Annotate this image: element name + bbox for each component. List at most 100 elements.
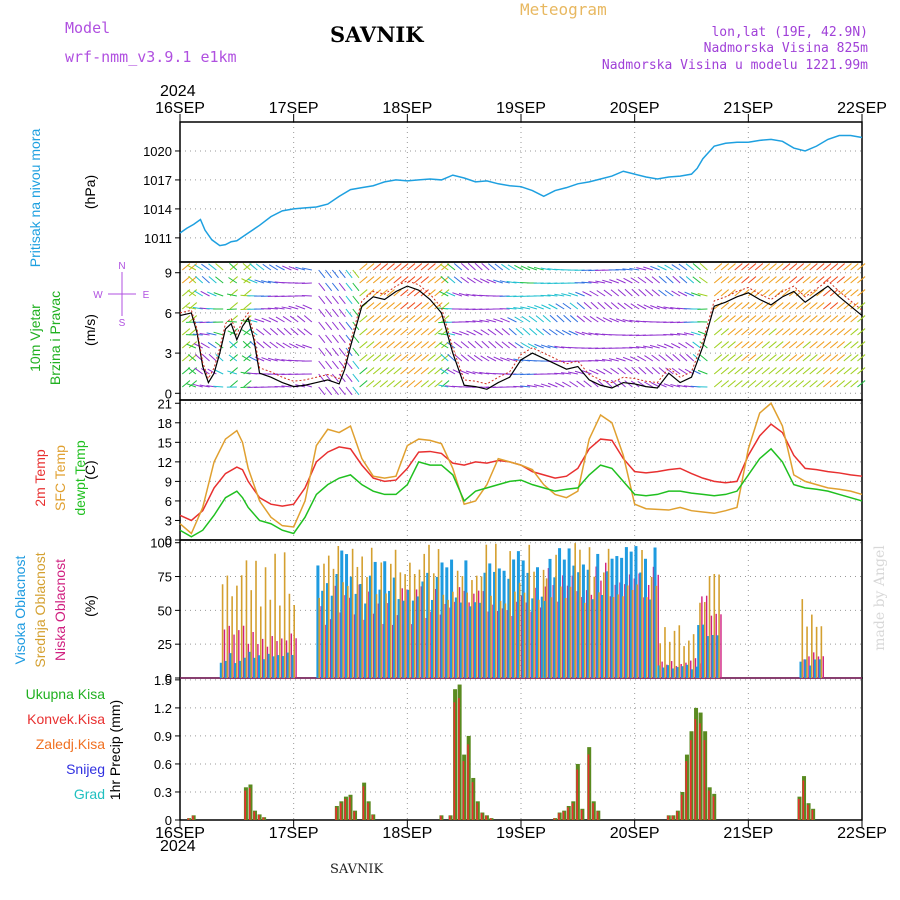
cloud-bar-high — [701, 624, 705, 678]
wind-arrow — [601, 358, 613, 362]
cloud-bar-low — [238, 630, 240, 678]
cloud-bar-mid — [626, 585, 629, 678]
wind-arrow — [352, 373, 360, 383]
wind-arrow — [338, 347, 346, 357]
cloud-bar-high — [643, 558, 647, 678]
wind-arrow — [575, 291, 585, 297]
wind-arrow — [407, 315, 416, 323]
cloud-bar-low — [506, 610, 508, 678]
wind-arrow — [748, 367, 757, 375]
cloud-bar-high — [325, 583, 329, 678]
wind-arrow — [296, 315, 306, 323]
wind-arrow — [420, 328, 429, 336]
wind-arrow — [338, 295, 346, 305]
wind-arrow — [554, 372, 565, 375]
wind-arrow — [194, 367, 204, 375]
wind-arrow — [589, 290, 599, 297]
wind-arrow — [297, 328, 306, 336]
wind-arrow — [829, 315, 839, 323]
wind-arrow — [630, 303, 640, 310]
cloud-bar-high — [716, 635, 720, 678]
wind-arrow — [540, 344, 551, 349]
cloud-bar-mid — [550, 597, 553, 678]
wind-arrow — [727, 354, 736, 362]
wind-arrow — [201, 263, 210, 271]
wind-arrow — [352, 386, 360, 396]
cloud-bar-mid — [518, 582, 521, 678]
wind-arrow — [788, 354, 798, 362]
wind-arrow — [540, 383, 551, 388]
wind-arrow — [200, 290, 210, 297]
wind-arrow — [501, 341, 510, 349]
wind-arrow — [331, 334, 339, 344]
wind-arrow — [208, 276, 217, 284]
wind-arrow — [493, 356, 504, 362]
wind-arrow — [438, 384, 449, 388]
wind-arrow — [699, 276, 708, 284]
wind-arrow — [393, 289, 402, 297]
precip-bar-conv — [353, 811, 356, 820]
wind-arrow — [494, 341, 504, 349]
ytick-label: 0.6 — [154, 757, 172, 772]
wind-arrow — [181, 380, 191, 388]
cloud-bar-mid — [569, 586, 572, 678]
wind-arrow — [520, 265, 531, 271]
wind-arrow — [529, 327, 538, 336]
wind-arrow — [843, 276, 852, 284]
wind-arrow — [338, 321, 346, 331]
wind-arrow — [243, 289, 252, 297]
wind-arrow — [213, 369, 224, 375]
wind-arrow — [493, 279, 503, 284]
wind-arrow — [181, 354, 191, 362]
wind-arrow — [663, 383, 674, 388]
wind-arrow — [754, 289, 764, 297]
cloud-bar-mid — [668, 641, 671, 678]
wind-arrow — [331, 347, 339, 357]
wind-arrow — [181, 328, 191, 336]
wind-arrow — [501, 263, 510, 271]
cloud-bar-low — [425, 617, 427, 678]
wind-arrow — [213, 292, 224, 297]
wind-arrow — [303, 328, 313, 336]
wind-arrow — [720, 328, 730, 336]
wind-arrow — [441, 315, 450, 323]
wind-arrow — [678, 263, 688, 271]
wind-arrow — [554, 293, 565, 297]
cloud-bar-mid — [650, 576, 653, 678]
cloud-bar-mid — [323, 563, 325, 678]
wind-arrow — [366, 328, 375, 336]
cloud-bar-low — [477, 590, 480, 678]
precip-bar-conv — [558, 813, 560, 820]
cloud-bar-high — [526, 572, 530, 678]
wind-arrow — [372, 276, 382, 284]
cloud-bar-low — [715, 613, 717, 678]
wind-arrow — [194, 264, 204, 271]
wind-arrow — [345, 282, 353, 292]
cloud-bar-low — [492, 604, 494, 678]
wind-arrow — [734, 276, 743, 284]
wind-arrow — [823, 341, 832, 349]
wind-arrow — [697, 369, 708, 375]
wind-arrow — [761, 328, 770, 336]
wind-arrow — [181, 276, 191, 284]
wind-arrow — [720, 354, 730, 362]
wind-arrow — [186, 306, 197, 310]
cloud-bar-high — [605, 571, 609, 678]
wind-arrow — [843, 380, 852, 388]
wind-arrow — [638, 288, 647, 297]
cloud-bar-low — [295, 638, 297, 678]
cloud-bar-low — [600, 580, 602, 678]
wind-arrow — [413, 380, 423, 388]
wind-arrow — [734, 289, 743, 297]
cloud-bar-mid — [641, 550, 643, 678]
wind-arrow — [413, 341, 423, 349]
cloud-bar-low — [353, 614, 356, 678]
wind-arrow — [338, 269, 346, 279]
cloud-bar-high — [373, 561, 377, 678]
wind-arrow — [642, 345, 653, 349]
cloud-bar-mid — [533, 571, 535, 678]
wind-arrow — [473, 277, 483, 284]
wind-arrow — [240, 371, 251, 375]
wind-arrow — [325, 308, 333, 318]
wind-arrow — [775, 302, 784, 310]
